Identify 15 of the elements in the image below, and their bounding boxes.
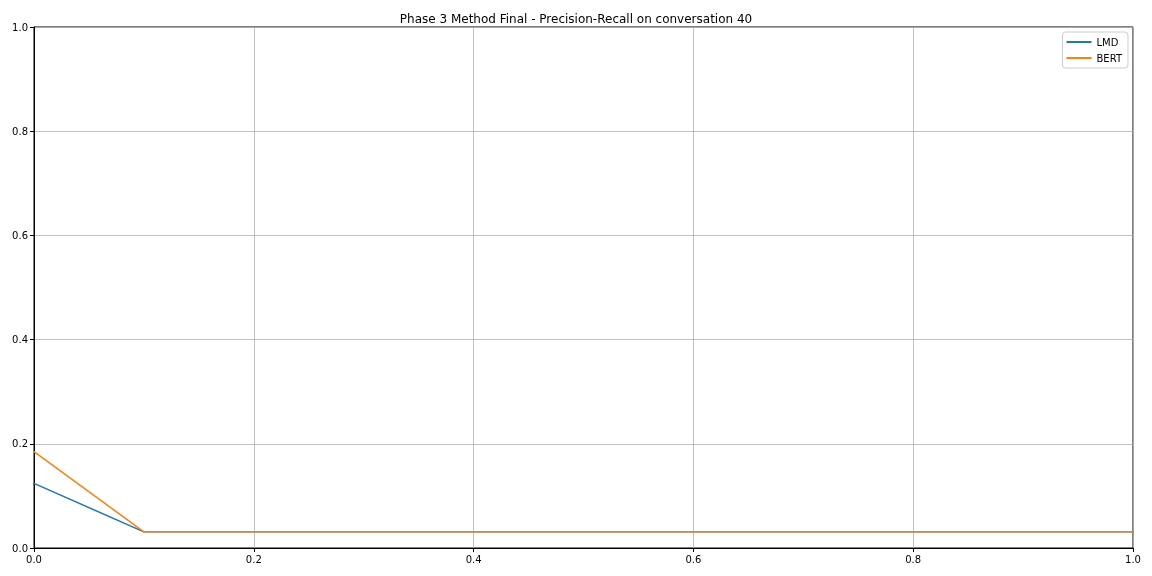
y-tick-label: 0.6: [12, 229, 28, 241]
x-tick-label: 1.0: [1125, 553, 1141, 565]
x-tick-label: 0.4: [465, 553, 482, 565]
y-tick-label: 0.0: [12, 542, 28, 554]
legend-label: LMD: [1096, 36, 1119, 48]
y-tick-label: 0.2: [12, 438, 28, 450]
x-tick-label: 0.6: [685, 553, 702, 565]
legend-label: BERT: [1096, 52, 1123, 64]
x-tick-label: 0.8: [905, 553, 922, 565]
chart-title: Phase 3 Method Final - Precision-Recall on conversation 40: [399, 12, 753, 26]
x-tick-label: 0.0: [26, 553, 42, 565]
y-tick-label: 1.0: [12, 21, 28, 33]
y-tick-label: 0.4: [12, 334, 28, 346]
y-tick-label: 0.8: [12, 125, 28, 137]
x-tick-label: 0.2: [245, 553, 262, 565]
